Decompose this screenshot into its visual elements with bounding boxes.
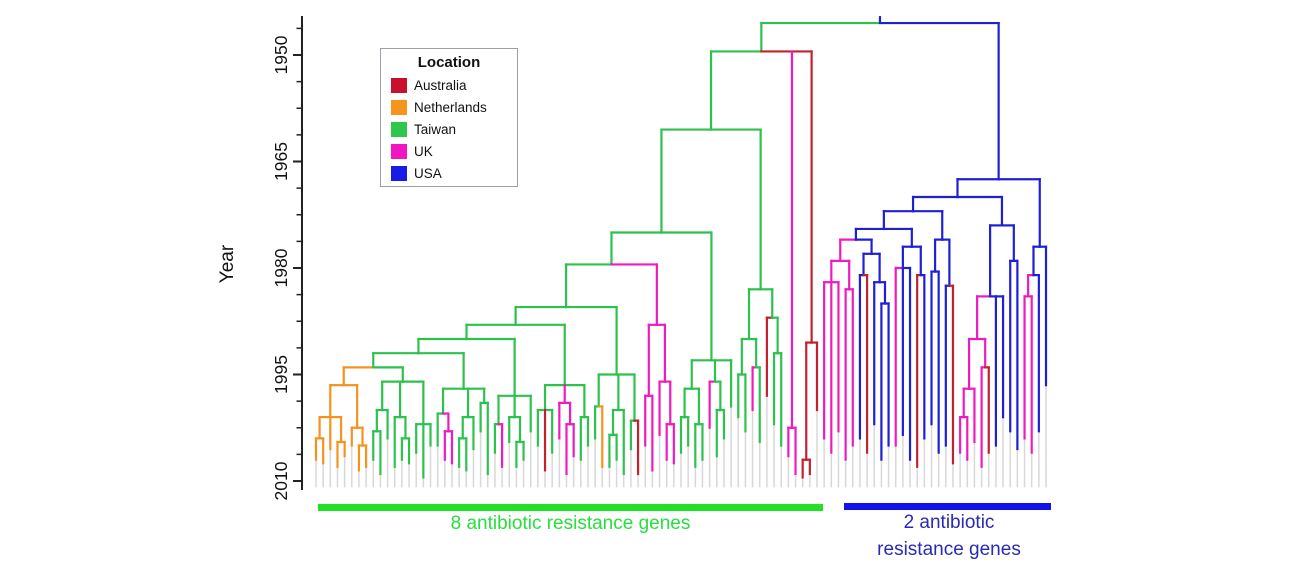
legend-label: Australia <box>414 77 467 93</box>
legend-swatch-icon <box>391 143 407 159</box>
legend-swatch-icon <box>391 121 407 137</box>
y-tick-label: 1965 <box>271 142 291 181</box>
legend-entry: Australia <box>381 74 517 96</box>
green-cluster-label: 8 antibiotic resistance genes <box>450 513 691 534</box>
legend-swatch-icon <box>391 77 407 93</box>
y-tick-label: 1980 <box>271 248 291 287</box>
y-tick-label: 2010 <box>271 461 291 500</box>
y-tick-label: 1950 <box>271 35 291 74</box>
y-tick-label: 1995 <box>271 355 291 394</box>
blue-cluster-label-line1: 2 antibiotic <box>903 512 995 533</box>
green-cluster-bar <box>318 504 823 511</box>
blue-cluster-label: 2 antibiotic resistance genes <box>824 509 1074 563</box>
legend-entry: Netherlands <box>381 96 517 118</box>
legend-title: Location <box>417 54 481 71</box>
legend-swatch-icon <box>391 99 407 115</box>
legend-swatch-icon <box>391 165 407 181</box>
legend-box: Location Australia Netherlands Taiwan UK USA <box>380 48 518 187</box>
legend-entries: Australia Netherlands Taiwan UK USA <box>381 74 517 184</box>
legend-entry: Taiwan <box>381 118 517 140</box>
blue-cluster-label-line2: resistance genes <box>877 539 1021 560</box>
legend-entry: USA <box>381 162 517 184</box>
legend-label: Netherlands <box>414 99 487 115</box>
year-axis-label: Year <box>217 244 238 284</box>
legend-label: USA <box>414 165 442 181</box>
blue-cluster-bar <box>844 503 1051 510</box>
legend-entry: UK <box>381 140 517 162</box>
legend-label: Taiwan <box>414 121 457 137</box>
legend-label: UK <box>414 143 433 159</box>
